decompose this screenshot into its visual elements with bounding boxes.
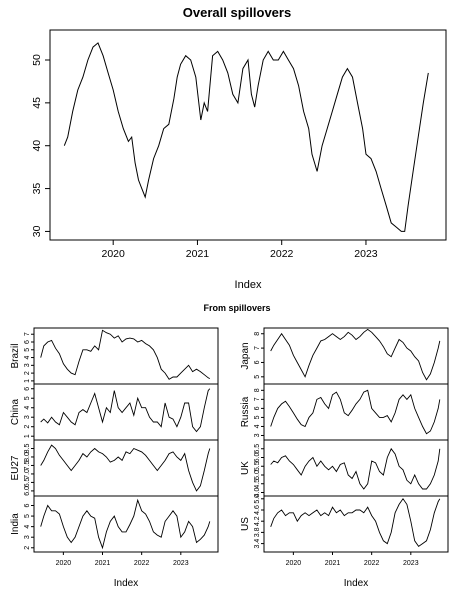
from-x-tick-label: 2022 xyxy=(364,560,380,567)
panel-y-tick-label-russia: 7 xyxy=(254,397,261,401)
panel-series-line-japan xyxy=(270,328,441,381)
panel-y-tick-label-uk: 5.0 xyxy=(254,470,261,480)
panel-y-tick-label-brazil: 7 xyxy=(24,332,31,336)
panel-y-tick-label-china: 2 xyxy=(24,425,31,429)
overall-x-tick-label: 2021 xyxy=(186,248,210,260)
panel-y-tick-label-india: 2 xyxy=(24,546,31,550)
overall-y-tick-label: 50 xyxy=(31,54,43,66)
panel-series-line-russia xyxy=(270,389,441,435)
panel-y-tick-label-china: 4 xyxy=(24,406,31,410)
panel-label-uk: UK xyxy=(240,461,251,475)
panel-frame-brazil xyxy=(33,327,219,385)
panel-y-tick-label-russia: 4 xyxy=(254,424,261,428)
panel-y-tick-label-brazil: 2 xyxy=(24,371,31,375)
panel-y-tick-label-us: 4.6 xyxy=(254,505,261,515)
panel-y-tick-label-eu27: 6.5 xyxy=(24,477,31,487)
from-chart-title: From spillovers xyxy=(203,303,270,313)
panel-label-us: US xyxy=(240,517,251,531)
panel-label-russia: Russia xyxy=(240,396,251,427)
panel-y-tick-label-china: 6 xyxy=(24,387,31,391)
panel-y-tick-label-us: 3.4 xyxy=(254,539,261,549)
panel-y-tick-label-uk: 6.5 xyxy=(254,444,261,454)
from-x-tick-label: 2020 xyxy=(286,560,302,567)
from-x-tick-label: 2021 xyxy=(325,560,341,567)
panel-y-tick-label-china: 5 xyxy=(24,396,31,400)
from-x-tick-label: 2020 xyxy=(56,560,72,567)
panel-frame-india xyxy=(33,495,219,553)
panel-y-tick-label-eu27: 8.5 xyxy=(24,444,31,454)
panel-y-tick-label-eu27: 8.0 xyxy=(24,452,31,462)
panel-y-tick-label-india: 6 xyxy=(24,503,31,507)
panel-y-tick-label-uk: 4.5 xyxy=(254,479,261,489)
panel-label-eu27: EU27 xyxy=(10,455,21,480)
panel-y-tick-label-russia: 3 xyxy=(254,433,261,437)
panel-series-line-india xyxy=(40,498,211,550)
overall-y-tick-label: 45 xyxy=(31,97,43,109)
panel-y-tick-label-japan: 6 xyxy=(254,360,261,364)
overall-y-tick-label: 35 xyxy=(31,183,43,195)
from-x-tick-label: 2023 xyxy=(173,560,189,567)
panel-y-tick-label-china: 3 xyxy=(24,415,31,419)
panel-y-tick-label-india: 4 xyxy=(24,525,31,529)
panel-series-line-eu27 xyxy=(40,444,211,492)
panel-y-tick-label-eu27: 7.0 xyxy=(24,469,31,479)
from-x-axis-label: Index xyxy=(114,578,138,589)
panel-y-tick-label-eu27: 7.5 xyxy=(24,460,31,470)
panel-y-tick-label-eu27: 6.0 xyxy=(24,486,31,496)
overall-x-axis-label: Index xyxy=(235,279,262,291)
panel-label-brazil: Brazil xyxy=(10,343,21,368)
overall-series-line xyxy=(63,42,429,232)
panel-y-tick-label-japan: 5 xyxy=(254,375,261,379)
panel-y-tick-label-us: 5.0 xyxy=(254,494,261,504)
panel-y-tick-label-japan: 7 xyxy=(254,346,261,350)
panel-y-tick-label-uk: 6.0 xyxy=(254,453,261,463)
panel-y-tick-label-russia: 5 xyxy=(254,415,261,419)
overall-chart-title: Overall spillovers xyxy=(183,5,291,20)
panel-frame-uk xyxy=(263,439,449,497)
from-x-tick-label: 2023 xyxy=(403,560,419,567)
panel-label-china: China xyxy=(10,399,21,426)
panel-y-tick-label-us: 3.8 xyxy=(254,527,261,537)
from-x-tick-label: 2021 xyxy=(95,560,111,567)
panel-y-tick-label-brazil: 3 xyxy=(24,363,31,367)
panel-series-line-us xyxy=(270,498,441,548)
panel-y-tick-label-us: 4.2 xyxy=(254,516,261,526)
overall-x-tick-label: 2023 xyxy=(354,248,378,260)
from-x-tick-label: 2022 xyxy=(134,560,150,567)
panel-y-tick-label-uk: 4.0 xyxy=(254,488,261,498)
from-x-axis-label: Index xyxy=(344,578,368,589)
panel-y-tick-label-russia: 8 xyxy=(254,388,261,392)
panel-y-tick-label-russia: 6 xyxy=(254,406,261,410)
panel-frame-japan xyxy=(263,327,449,385)
panel-frame-us xyxy=(263,495,449,553)
panel-frame-eu27 xyxy=(33,439,219,497)
panel-y-tick-label-india: 5 xyxy=(24,514,31,518)
panel-y-tick-label-brazil: 6 xyxy=(24,340,31,344)
panel-y-tick-label-japan: 8 xyxy=(254,332,261,336)
panel-y-tick-label-brazil: 1 xyxy=(24,379,31,383)
panel-series-line-brazil xyxy=(40,329,211,380)
panel-y-tick-label-india: 3 xyxy=(24,535,31,539)
panel-label-japan: Japan xyxy=(240,342,251,369)
panel-y-tick-label-uk: 5.5 xyxy=(254,461,261,471)
panel-y-tick-label-brazil: 5 xyxy=(24,348,31,352)
overall-y-tick-label: 40 xyxy=(31,140,43,152)
panel-series-line-china xyxy=(40,388,211,433)
overall-x-tick-label: 2020 xyxy=(102,248,126,260)
panel-series-line-uk xyxy=(270,447,441,490)
overall-plot-frame xyxy=(49,29,447,241)
panel-y-tick-label-china: 1 xyxy=(24,434,31,438)
panel-y-tick-label-brazil: 4 xyxy=(24,356,31,360)
panel-frame-russia xyxy=(263,383,449,441)
overall-x-tick-label: 2022 xyxy=(270,248,294,260)
panel-label-india: India xyxy=(10,513,21,535)
overall-y-tick-label: 30 xyxy=(31,225,43,237)
